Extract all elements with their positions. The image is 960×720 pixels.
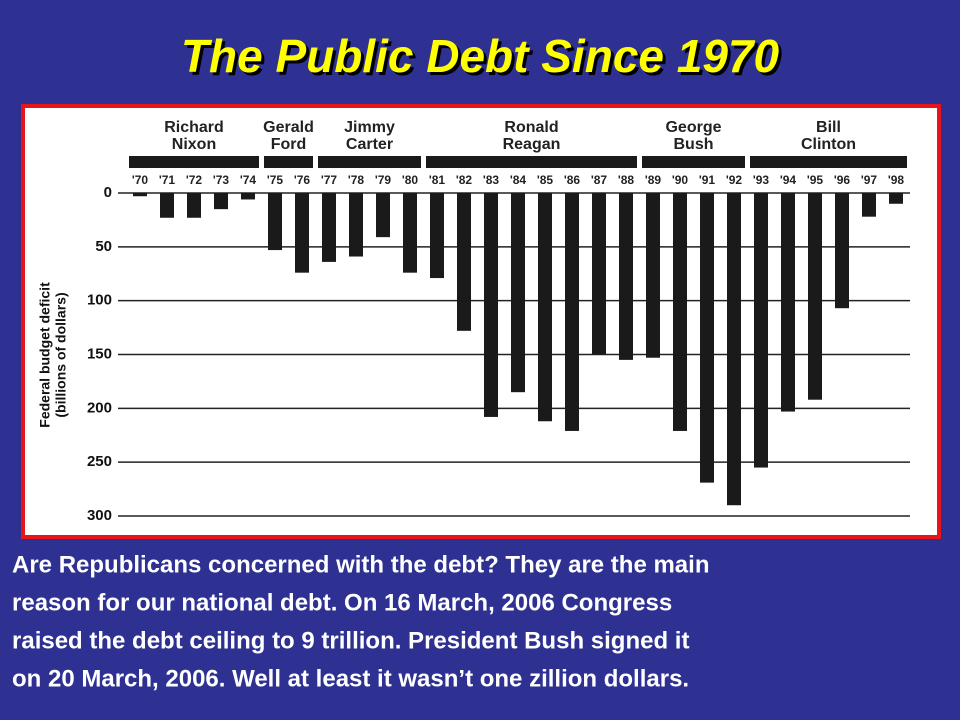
president-label: Clinton <box>801 136 856 153</box>
bar <box>403 193 417 273</box>
x-tick-label: '83 <box>483 173 500 187</box>
x-tick-label: '87 <box>591 173 608 187</box>
bar <box>376 193 390 238</box>
president-label: Richard <box>164 119 224 136</box>
x-tick-label: '72 <box>186 173 203 187</box>
y-tick-label: 0 <box>104 184 112 201</box>
chart: 0 50 100 150 200 250 300 Federal budget deficit… <box>37 119 910 524</box>
bar <box>322 193 336 262</box>
president-bar <box>129 156 259 168</box>
y-tick-label: 250 <box>87 453 112 470</box>
x-tick-label: '92 <box>726 173 743 187</box>
x-tick-label: '80 <box>402 173 419 187</box>
bar <box>754 193 768 468</box>
bar <box>673 193 687 431</box>
body-line: raised the debt ceiling to 9 trillion. P… <box>12 627 689 654</box>
title: The Public Debt Since 1970 <box>181 30 780 82</box>
x-tick-label: '88 <box>618 173 635 187</box>
title-shadow: The Public Debt Since 1970 <box>184 33 783 85</box>
y-axis-label: (billions of dollars) <box>53 292 69 417</box>
president-label: Jimmy <box>344 119 395 136</box>
bar <box>268 193 282 251</box>
bar <box>457 193 471 331</box>
x-tick-label: '78 <box>348 173 365 187</box>
president-label: George <box>665 119 721 136</box>
president-label: Ronald <box>504 119 558 136</box>
president-bar <box>264 156 313 168</box>
x-tick-label: '84 <box>510 173 527 187</box>
chart-frame <box>21 104 941 539</box>
bar <box>214 193 228 210</box>
bar <box>133 193 147 197</box>
bar <box>781 193 795 412</box>
x-tick-label: '77 <box>321 173 338 187</box>
bar <box>538 193 552 422</box>
body-line: Are Republicans concerned with the debt?… <box>12 551 709 578</box>
bar <box>619 193 633 360</box>
president-label: Reagan <box>503 136 561 153</box>
bar <box>430 193 444 279</box>
bar <box>862 193 876 217</box>
bar <box>484 193 498 417</box>
x-tick-label: '97 <box>861 173 878 187</box>
x-tick-label: '82 <box>456 173 473 187</box>
bar <box>592 193 606 355</box>
bar <box>565 193 579 431</box>
president-bar <box>318 156 421 168</box>
x-tick-label: '94 <box>780 173 797 187</box>
body-text: Are Republicans concerned with the debt?… <box>12 551 709 692</box>
president-bar <box>750 156 907 168</box>
bar <box>700 193 714 483</box>
body-line: on 20 March, 2006. Well at least it wasn… <box>12 665 689 692</box>
x-tick-label: '98 <box>888 173 905 187</box>
president-label: Ford <box>271 136 307 153</box>
president-label: Nixon <box>172 136 216 153</box>
president-bar <box>642 156 745 168</box>
y-tick-label: 300 <box>87 507 112 524</box>
x-tick-label: '96 <box>834 173 851 187</box>
president-bar <box>426 156 637 168</box>
bar <box>808 193 822 400</box>
x-tick-label: '85 <box>537 173 554 187</box>
bar <box>349 193 363 257</box>
president-label: Bush <box>674 136 714 153</box>
president-label: Carter <box>346 136 393 153</box>
x-tick-label: '93 <box>753 173 770 187</box>
bar <box>295 193 309 273</box>
bar <box>511 193 525 393</box>
body-line: reason for our national debt. On 16 Marc… <box>12 589 672 616</box>
x-tick-label: '81 <box>429 173 446 187</box>
bar <box>646 193 660 358</box>
y-tick-label: 50 <box>95 238 112 255</box>
y-axis-label: Federal budget deficit <box>37 282 53 428</box>
bar <box>187 193 201 218</box>
x-tick-label: '86 <box>564 173 581 187</box>
x-tick-label: '91 <box>699 173 716 187</box>
president-label: Gerald <box>263 119 314 136</box>
y-tick-label: 200 <box>87 399 112 416</box>
bar <box>889 193 903 204</box>
x-tick-label: '89 <box>645 173 662 187</box>
x-tick-label: '90 <box>672 173 689 187</box>
x-tick-label: '79 <box>375 173 392 187</box>
x-tick-label: '74 <box>240 173 257 187</box>
y-tick-label: 100 <box>87 292 112 309</box>
x-tick-label: '76 <box>294 173 311 187</box>
bar <box>160 193 174 218</box>
x-tick-label: '73 <box>213 173 230 187</box>
bar <box>727 193 741 506</box>
x-tick-label: '71 <box>159 173 176 187</box>
x-tick-label: '75 <box>267 173 284 187</box>
y-tick-label: 150 <box>87 345 112 362</box>
x-tick-label: '70 <box>132 173 149 187</box>
bar <box>835 193 849 309</box>
bar <box>241 193 255 200</box>
x-tick-label: '95 <box>807 173 824 187</box>
president-label: Bill <box>816 119 841 136</box>
